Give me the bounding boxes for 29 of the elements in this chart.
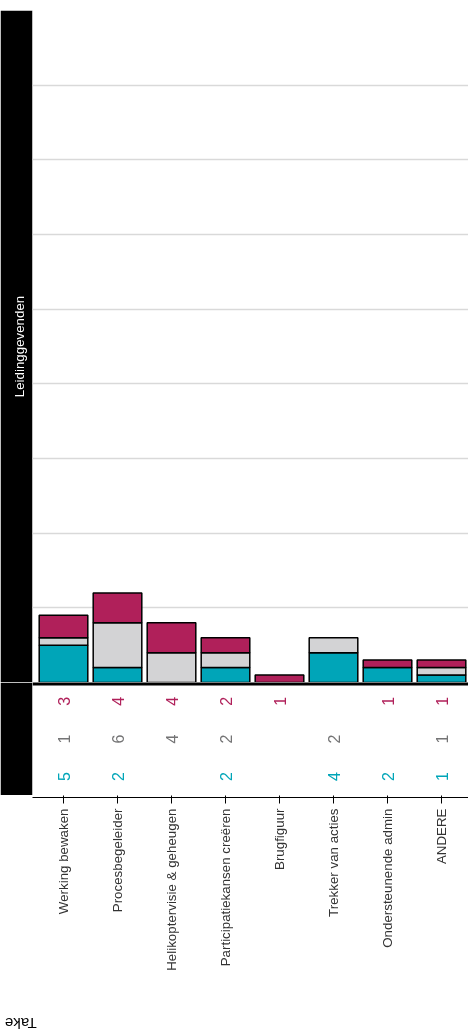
x-tick-label: Procesbegeleider bbox=[110, 807, 125, 913]
x-tick-label: ANDERE bbox=[434, 808, 449, 865]
data-label: 4 bbox=[163, 696, 181, 706]
data-label: 1 bbox=[433, 696, 451, 706]
data-label: 2 bbox=[217, 772, 235, 782]
data-label: 3 bbox=[55, 696, 73, 706]
data-label: 1 bbox=[433, 772, 451, 782]
x-tick-label: Brugfiguur bbox=[272, 807, 287, 870]
data-label: 4 bbox=[325, 772, 343, 782]
data-label: 2 bbox=[379, 772, 397, 782]
data-label: 1 bbox=[55, 734, 73, 744]
x-tick-label: Werking bewaken bbox=[56, 808, 71, 915]
data-label: 2 bbox=[109, 772, 127, 782]
x-tick-label: Helikoptervisie & geheugen bbox=[164, 808, 179, 971]
data-label: 1 bbox=[379, 696, 397, 706]
data-label: 1 bbox=[433, 734, 451, 744]
data-label: 2 bbox=[217, 696, 235, 706]
data-label: 5 bbox=[55, 772, 73, 782]
data-label: 2 bbox=[325, 734, 343, 744]
x-tick-label: Trekker van acties bbox=[326, 808, 341, 917]
data-label: 1 bbox=[271, 696, 289, 706]
data-label: 4 bbox=[109, 696, 127, 706]
x-tick-label: Ondersteunende admin bbox=[380, 808, 395, 948]
data-label: 6 bbox=[109, 734, 127, 744]
text: Take bbox=[5, 1014, 37, 1033]
y-axis-title: Leidinggevenden bbox=[11, 295, 27, 398]
x-tick-label: Participatiekansen creëren bbox=[218, 808, 233, 967]
data-label: 2 bbox=[217, 734, 235, 744]
data-label: 4 bbox=[163, 734, 181, 744]
